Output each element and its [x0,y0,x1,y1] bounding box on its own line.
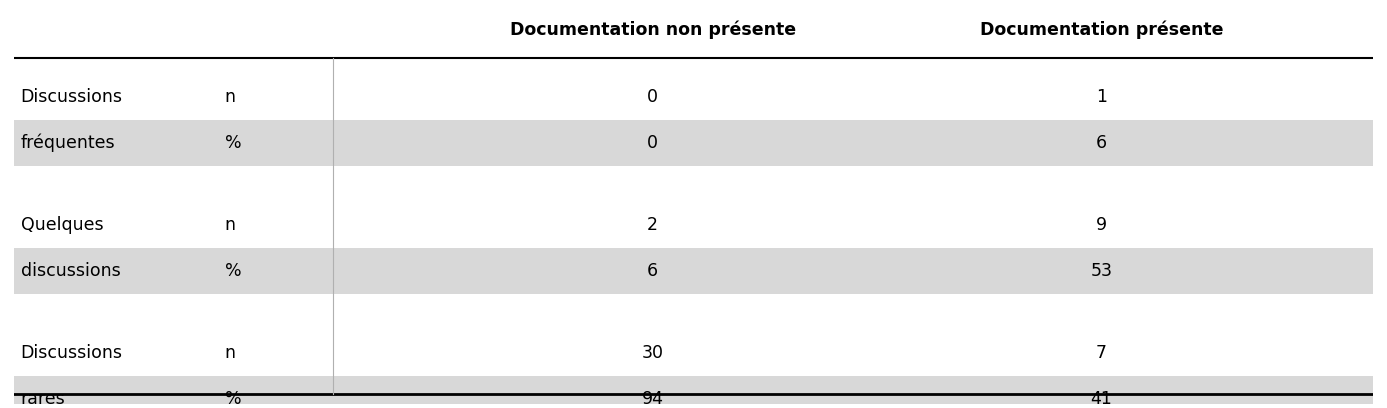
Bar [14,120,1373,166]
Text: 0: 0 [648,88,659,106]
Text: 7: 7 [1096,344,1107,362]
Text: Documentation non présente: Documentation non présente [509,21,796,39]
Text: 53: 53 [1090,262,1112,280]
Text: %: % [225,134,241,152]
Bar [14,248,1373,294]
Text: 2: 2 [648,216,659,234]
Text: 9: 9 [1096,216,1107,234]
Text: Documentation présente: Documentation présente [979,21,1223,39]
Text: Discussions: Discussions [21,88,122,106]
Text: n: n [225,344,236,362]
Text: n: n [225,216,236,234]
Text: 94: 94 [642,390,664,408]
Text: fréquentes: fréquentes [21,134,115,152]
Text: %: % [225,262,241,280]
Text: 6: 6 [648,262,659,280]
Text: 30: 30 [642,344,664,362]
Text: discussions: discussions [21,262,121,280]
Text: Discussions: Discussions [21,344,122,362]
Text: %: % [225,390,241,408]
Text: Quelques: Quelques [21,216,103,234]
Text: 1: 1 [1096,88,1107,106]
Text: 6: 6 [1096,134,1107,152]
Text: 0: 0 [648,134,659,152]
Text: n: n [225,88,236,106]
Bar [14,376,1373,408]
Text: rares: rares [21,390,65,408]
Text: 41: 41 [1090,390,1112,408]
